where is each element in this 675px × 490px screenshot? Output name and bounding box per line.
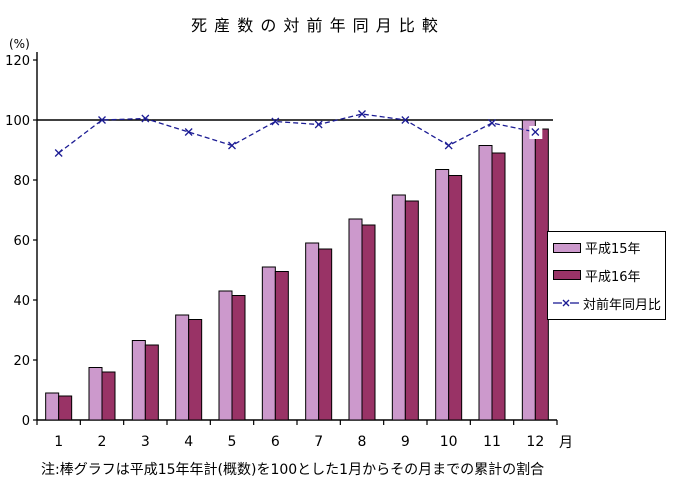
ratio-line [58, 113, 536, 154]
marker-ratio-m11 [488, 119, 496, 127]
x-tick-label-7: 7 [314, 434, 323, 450]
bar-h15-m9 [391, 194, 406, 421]
bar-h16-m11 [491, 152, 506, 421]
bar-h15-m2 [88, 367, 103, 421]
marker-ratio-m9 [401, 116, 410, 124]
x-tick-label-1: 1 [54, 434, 63, 450]
bar-h15-m7 [305, 242, 320, 421]
x-tick-label-8: 8 [358, 434, 367, 450]
bar-h15-m10 [435, 169, 450, 421]
bar-h15-m11 [478, 145, 493, 421]
y-tick-label-120: 120 [5, 54, 30, 69]
x-tick-label-11: 11 [483, 434, 501, 450]
marker-ratio-m5 [228, 141, 236, 150]
bar-h15-m4 [175, 314, 190, 421]
marker-ratio-m7 [314, 120, 323, 129]
h16-series-swatch [553, 270, 581, 281]
y-tick-label-100: 100 [5, 114, 30, 129]
marker-ratio-m12 [531, 128, 540, 136]
x-tick-label-12: 12 [526, 434, 544, 450]
legend-label-h15: 平成15年 [585, 242, 641, 258]
bar-h15-m12 [521, 119, 536, 421]
x-tick-label-6: 6 [271, 434, 280, 450]
x-tick-label-5: 5 [228, 434, 237, 450]
bar-h16-m5 [231, 295, 246, 421]
marker-ratio-m6 [271, 117, 280, 126]
legend-entry-h15: 平成15年 [553, 238, 665, 257]
bar-h16-m2 [101, 371, 116, 421]
bar-h15-m6 [261, 266, 276, 421]
marker-ratio-m3 [141, 114, 150, 123]
x-tick-label-3: 3 [141, 434, 150, 450]
bar-h16-m9 [404, 200, 419, 421]
bar-h16-m1 [58, 395, 73, 421]
chart-title: 死 産 数 の 対 前 年 同 月 比 較 [191, 16, 439, 35]
x-tick-label-2: 2 [98, 434, 107, 450]
y-tick-label-0: 0 [22, 414, 30, 429]
marker-ratio-m1 [54, 149, 63, 157]
legend-entry-h16: 平成16年 [553, 266, 665, 285]
legend-label-ratio: 対前年同月比 [583, 297, 662, 313]
bar-h16-m3 [144, 344, 159, 421]
y-tick-label-80: 80 [13, 174, 30, 189]
bar-h16-m7 [318, 248, 333, 421]
bar-h15-m3 [131, 340, 146, 421]
h15-series-swatch [553, 242, 581, 253]
bar-h16-m8 [361, 224, 376, 421]
chart-legend: 平成15年 平成16年 対前年同月比 [547, 231, 666, 320]
marker-ratio-m2 [98, 116, 106, 124]
legend-entry-ratio: 対前年同月比 [553, 294, 665, 313]
marker-ratio-m10 [444, 141, 453, 150]
ratio-line-sample-icon [553, 299, 579, 307]
y-tick-label-40: 40 [13, 294, 30, 309]
marker-ratio-m8 [358, 110, 366, 118]
y-axis-unit-label: (%) [9, 37, 30, 51]
y-tick-label-60: 60 [13, 234, 30, 249]
y-tick-label-20: 20 [13, 354, 30, 369]
legend-label-h16: 平成16年 [585, 269, 641, 285]
x-tick-label-4: 4 [184, 434, 193, 450]
chart-footnote: 注:棒グラフは平成15年年計(概数)を100とした1月からその月までの累計の割合 [41, 462, 545, 478]
x-tick-label-10: 10 [440, 434, 458, 450]
bar-h15-m8 [348, 218, 363, 421]
bar-h15-m1 [45, 392, 60, 421]
bar-h16-m10 [448, 175, 463, 421]
bar-h16-m4 [188, 319, 203, 421]
bar-h16-m6 [274, 271, 289, 421]
x-axis-unit-label: 月 [559, 435, 573, 451]
bar-h15-m5 [218, 290, 233, 421]
x-tick-label-9: 9 [401, 434, 410, 450]
marker-ratio-m4 [184, 128, 193, 136]
